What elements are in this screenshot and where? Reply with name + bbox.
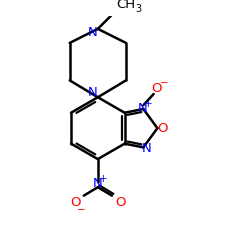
Text: N: N bbox=[141, 142, 151, 155]
Text: O: O bbox=[115, 196, 126, 209]
Text: O: O bbox=[151, 82, 162, 95]
Text: +: + bbox=[99, 174, 108, 184]
Text: −: − bbox=[76, 205, 85, 215]
Text: O: O bbox=[157, 122, 167, 135]
Text: 3: 3 bbox=[135, 4, 141, 14]
Text: −: − bbox=[160, 78, 168, 88]
Text: +: + bbox=[144, 99, 152, 109]
Text: N: N bbox=[138, 102, 147, 116]
Text: N: N bbox=[87, 86, 97, 99]
Text: N: N bbox=[93, 177, 103, 190]
Text: O: O bbox=[70, 196, 80, 209]
Text: CH: CH bbox=[116, 0, 136, 11]
Text: N: N bbox=[87, 26, 97, 39]
